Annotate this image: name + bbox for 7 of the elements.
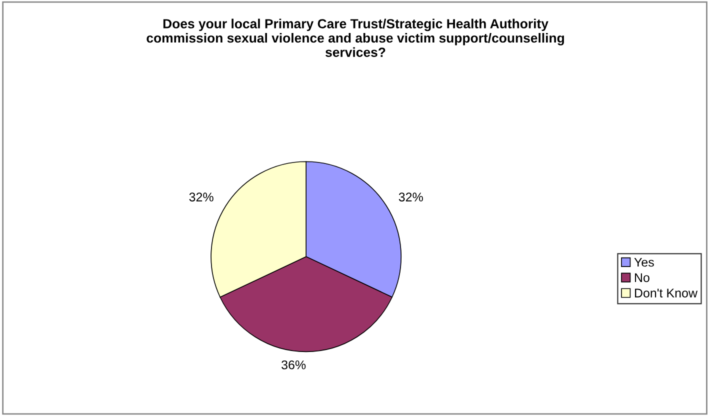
legend-label: No <box>634 273 650 282</box>
data-label: 32% <box>189 192 214 202</box>
chart-title: Does your local Primary Care Trust/Strategic Health Authority commission sexual violence and abuse victim support/counselling services? <box>146 18 564 57</box>
data-label: 32% <box>398 192 423 202</box>
legend-label: Don't Know <box>634 288 698 298</box>
legend-label: Yes <box>634 258 654 267</box>
data-label: 36% <box>282 360 306 370</box>
